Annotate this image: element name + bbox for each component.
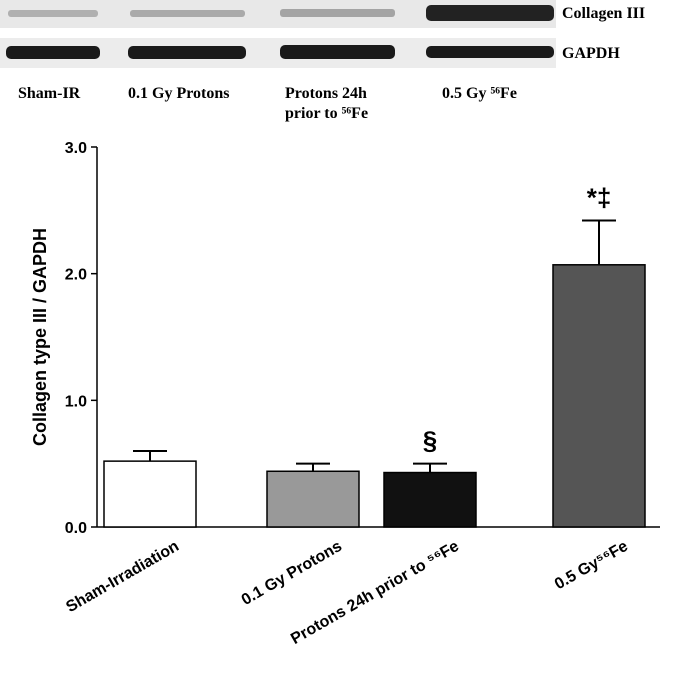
collagen-bands [426, 5, 554, 21]
band-label: Collagen III [562, 5, 645, 22]
annotation: *‡ [587, 182, 612, 212]
x-tick-label: Sham-Irradiation [63, 538, 182, 616]
x-tick-label: 0.1 Gy Protons [239, 538, 345, 609]
collagen-bands [8, 9, 395, 17]
gapdh-bands [6, 45, 554, 59]
band-label: GAPDH [562, 45, 620, 62]
lane-label: prior to ⁵⁶Fe [285, 105, 368, 122]
y-tick-label: 2.0 [65, 267, 87, 284]
annotation: § [423, 426, 437, 456]
y-tick-label: 3.0 [65, 140, 87, 157]
bar [552, 264, 646, 528]
x-tick-label: 0.5 Gy⁵⁶Fe [552, 538, 631, 594]
blot: Collagen III GAPDH [0, 0, 645, 68]
lane-label: Protons 24h [285, 85, 367, 102]
lane-label: Sham-IR [18, 85, 81, 102]
bar [383, 471, 477, 528]
bar [266, 470, 360, 528]
lane-label: 0.5 Gy ⁵⁶Fe [442, 85, 517, 102]
lane-label: 0.1 Gy Protons [128, 85, 229, 102]
y-tick-label: 0.0 [65, 520, 87, 537]
bar [103, 460, 197, 528]
y-tick-label: 1.0 [65, 393, 87, 410]
y-axis-label: Collagen type III / GAPDH [30, 228, 50, 446]
